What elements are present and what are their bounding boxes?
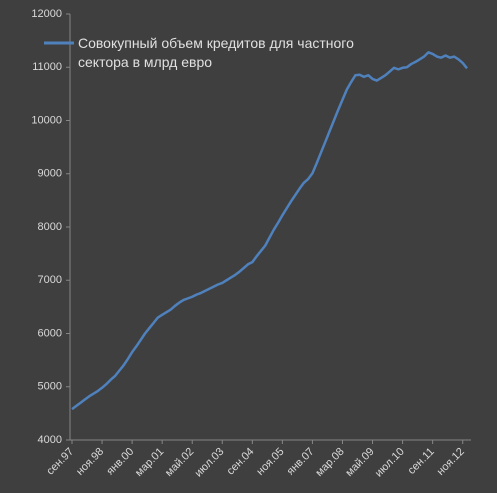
x-tick-label: май.02 (163, 446, 196, 479)
x-tick-label: мар.01 (133, 446, 166, 479)
y-tick-label: 9000 (38, 168, 62, 180)
x-tick-label: янв.07 (285, 446, 317, 478)
x-tick-label: май.09 (343, 446, 376, 479)
y-tick-label: 6000 (38, 327, 62, 339)
x-tick-label: сен.97 (44, 446, 76, 478)
y-tick-label: 11000 (32, 61, 62, 73)
y-tick-label: 4000 (38, 434, 62, 446)
x-tick-label: ноя.12 (435, 446, 467, 478)
x-tick-label: ноя.98 (74, 446, 106, 478)
y-tick-label: 10000 (31, 114, 62, 126)
x-tick-label: июл.10 (373, 446, 407, 480)
y-tick-label: 5000 (38, 381, 62, 393)
x-tick-label: сен.04 (225, 446, 257, 478)
y-tick-label: 7000 (38, 274, 62, 286)
x-tick-label: сен.11 (406, 446, 437, 477)
x-tick-label: ноя.05 (254, 446, 286, 478)
x-tick-label: мар.08 (313, 446, 346, 479)
x-tick-label: янв.00 (104, 446, 136, 478)
y-tick-label: 12000 (31, 8, 62, 20)
y-tick-label: 8000 (38, 221, 62, 233)
x-tick-label: июл.03 (193, 446, 227, 480)
data-line (71, 51, 468, 411)
legend-label: Совокупный объем кредитов для частного с… (78, 35, 354, 70)
